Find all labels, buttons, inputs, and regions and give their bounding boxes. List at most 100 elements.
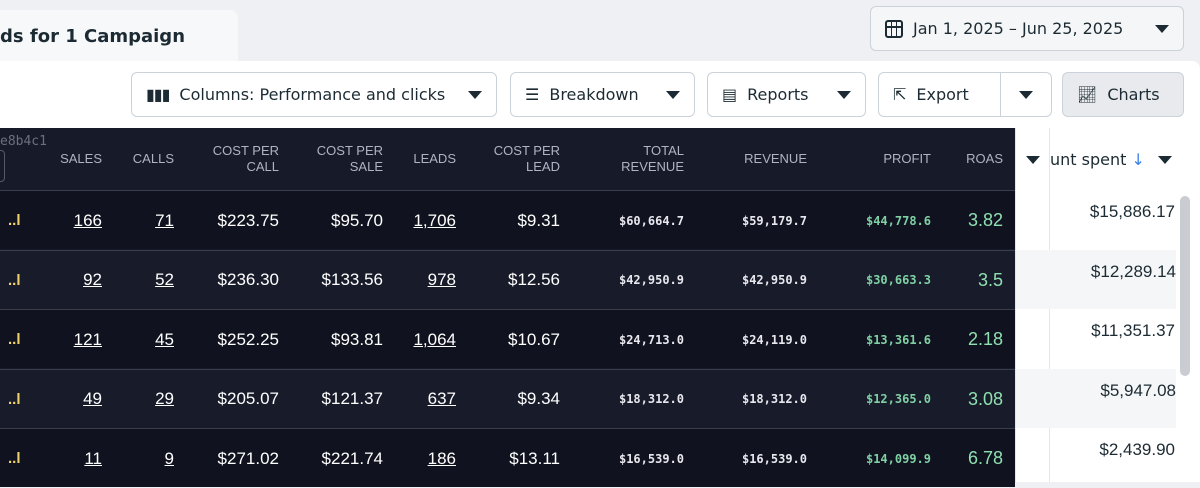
cell-calls[interactable]: 9 bbox=[164, 448, 174, 468]
breakdown-dropdown[interactable]: ☰ Breakdown bbox=[510, 72, 695, 117]
cell-cost-per-lead: $9.34 bbox=[517, 389, 560, 408]
cell-cost-per-sale: $221.74 bbox=[321, 448, 383, 468]
cell-calls[interactable]: 45 bbox=[155, 329, 174, 349]
cell-sales[interactable]: 49 bbox=[83, 389, 102, 408]
table-row[interactable]: ..l 92 52 $236.30 $133.56 978 $12.56 $42,950.9 $… bbox=[0, 249, 1015, 309]
cell-sales[interactable]: 166 bbox=[73, 210, 102, 230]
cell-total-revenue: $24,713.0 bbox=[618, 332, 684, 347]
cell-revenue: $18,312.0 bbox=[741, 392, 807, 406]
cell-total-revenue: $18,312.0 bbox=[618, 392, 684, 406]
export-button[interactable]: ⇱ Export bbox=[878, 72, 1001, 117]
bar-chart-icon: ..l bbox=[8, 271, 21, 289]
cell-cost-per-sale: $121.37 bbox=[321, 389, 383, 408]
cell-leads[interactable]: 186 bbox=[427, 448, 456, 468]
cell-leads[interactable]: 1,706 bbox=[413, 210, 456, 230]
header-amount-spent[interactable]: unt spent ↓ bbox=[1050, 150, 1145, 169]
cell-cost-per-lead: $13.11 bbox=[509, 448, 560, 468]
chevron-down-icon[interactable] bbox=[1158, 156, 1172, 164]
cell-revenue: $24,119.0 bbox=[741, 332, 807, 347]
chart-icon: 📈︎ bbox=[1077, 85, 1098, 104]
export-label: Export bbox=[916, 85, 969, 104]
table-row[interactable]: ..l 11 9 $271.02 $221.74 186 $13.11 $16,539.0 $1… bbox=[0, 428, 1015, 487]
header-roas[interactable]: ROAS bbox=[966, 151, 1003, 166]
cell-sales[interactable]: 121 bbox=[73, 329, 102, 349]
cell-profit: $12,365.0 bbox=[865, 392, 931, 406]
columns-dropdown[interactable]: ▮▮▮ Columns: Performance and clicks bbox=[131, 72, 497, 117]
cell-revenue: $16,539.0 bbox=[741, 451, 807, 466]
cell-sales[interactable]: 92 bbox=[83, 270, 102, 289]
chevron-down-icon bbox=[1019, 90, 1033, 99]
cell-leads[interactable]: 978 bbox=[427, 270, 456, 289]
chevron-down-icon bbox=[837, 90, 851, 99]
table-row[interactable]: ..l 166 71 $223.75 $95.70 1,706 $9.31 $60,664.7… bbox=[0, 190, 1015, 249]
bar-chart-icon: ..l bbox=[8, 450, 21, 467]
cell-amount-spent: $12,289.14 bbox=[1016, 249, 1176, 309]
table-row[interactable]: ..l 121 45 $252.25 $93.81 1,064 $10.67 $24,713.… bbox=[0, 309, 1015, 368]
cell-profit: $14,099.9 bbox=[865, 451, 931, 466]
cell-profit: $13,361.6 bbox=[865, 332, 931, 347]
header-revenue[interactable]: REVENUE bbox=[744, 151, 807, 166]
cell-roas: 6.78 bbox=[967, 448, 1003, 468]
cell-cost-per-call: $252.25 bbox=[217, 329, 279, 349]
cell-revenue: $59,179.7 bbox=[741, 213, 807, 228]
chevron-down-icon bbox=[666, 90, 680, 99]
cell-amount-spent: $15,886.17 bbox=[1089, 202, 1175, 221]
cell-amount-spent: $11,351.37 bbox=[1091, 321, 1175, 340]
cell-profit: $44,778.6 bbox=[865, 213, 931, 228]
date-range-picker[interactable]: Jan 1, 2025 – Jun 25, 2025 bbox=[870, 6, 1184, 51]
cell-profit: $30,663.3 bbox=[865, 273, 931, 287]
bar-chart-icon: ..l bbox=[8, 331, 21, 348]
cell-revenue: $42,950.9 bbox=[741, 273, 807, 287]
header-profit[interactable]: PROFIT bbox=[883, 151, 931, 166]
header-leads[interactable]: LEADS bbox=[413, 151, 456, 166]
cell-cost-per-call: $271.02 bbox=[217, 448, 279, 468]
charts-button[interactable]: 📈︎ Charts bbox=[1062, 72, 1184, 117]
cell-cost-per-call: $205.07 bbox=[217, 389, 279, 408]
id-column-header: e8b4c1 bbox=[0, 134, 47, 149]
date-range-label: Jan 1, 2025 – Jun 25, 2025 bbox=[913, 19, 1124, 38]
calendar-icon bbox=[885, 19, 903, 38]
sort-descending-icon: ↓ bbox=[1131, 150, 1145, 169]
cell-roas: 3.82 bbox=[967, 210, 1003, 230]
reports-label: Reports bbox=[747, 85, 809, 104]
cell-total-revenue: $42,950.9 bbox=[618, 273, 684, 287]
bar-chart-icon: ..l bbox=[8, 390, 21, 408]
amount-spent-label: unt spent bbox=[1050, 150, 1127, 169]
cell-cost-per-sale: $93.81 bbox=[331, 329, 383, 349]
export-options-button[interactable] bbox=[1000, 72, 1052, 117]
export-icon: ⇱ bbox=[893, 85, 907, 104]
campaign-tab[interactable]: ds for 1 Campaign bbox=[0, 10, 238, 66]
breakdown-icon: ☰ bbox=[525, 85, 540, 104]
charts-label: Charts bbox=[1107, 85, 1160, 104]
cell-total-revenue: $16,539.0 bbox=[618, 451, 684, 466]
cell-amount-spent: $5,947.08 bbox=[1016, 368, 1176, 428]
vertical-scrollbar[interactable] bbox=[1180, 196, 1190, 376]
cell-sales[interactable]: 11 bbox=[84, 448, 102, 468]
header-total-revenue[interactable]: TOTAL REVENUE bbox=[621, 143, 684, 174]
table-row[interactable]: ..l 49 29 $205.07 $121.37 637 $9.34 $18,312.0 $1… bbox=[0, 368, 1015, 428]
breakdown-label: Breakdown bbox=[549, 85, 639, 104]
chevron-down-icon bbox=[1155, 24, 1169, 33]
filter-input[interactable] bbox=[0, 150, 5, 182]
cell-total-revenue: $60,664.7 bbox=[618, 213, 684, 228]
columns-label: Columns: Performance and clicks bbox=[179, 85, 446, 104]
cell-cost-per-lead: $10.67 bbox=[508, 329, 560, 349]
cell-cost-per-lead: $9.31 bbox=[517, 210, 560, 230]
cell-calls[interactable]: 71 bbox=[155, 210, 174, 230]
cell-cost-per-sale: $133.56 bbox=[321, 270, 383, 289]
cell-leads[interactable]: 637 bbox=[427, 389, 456, 408]
bar-chart-icon: ..l bbox=[8, 212, 21, 229]
reports-dropdown[interactable]: ▤ Reports bbox=[707, 72, 866, 117]
header-cost-per-sale[interactable]: COST PER SALE bbox=[316, 143, 383, 174]
chevron-down-icon[interactable] bbox=[1026, 156, 1040, 164]
cell-cost-per-call: $223.75 bbox=[217, 210, 279, 230]
cell-roas: 2.18 bbox=[967, 329, 1003, 349]
cell-leads[interactable]: 1,064 bbox=[413, 329, 456, 349]
header-cost-per-call[interactable]: COST PER CALL bbox=[212, 143, 279, 174]
header-sales[interactable]: SALES bbox=[60, 151, 102, 166]
cell-calls[interactable]: 29 bbox=[155, 389, 174, 408]
header-calls[interactable]: CALLS bbox=[132, 151, 174, 166]
tab-title: ds for 1 Campaign bbox=[0, 26, 186, 47]
cell-calls[interactable]: 52 bbox=[155, 270, 174, 289]
header-cost-per-lead[interactable]: COST PER LEAD bbox=[493, 143, 560, 174]
